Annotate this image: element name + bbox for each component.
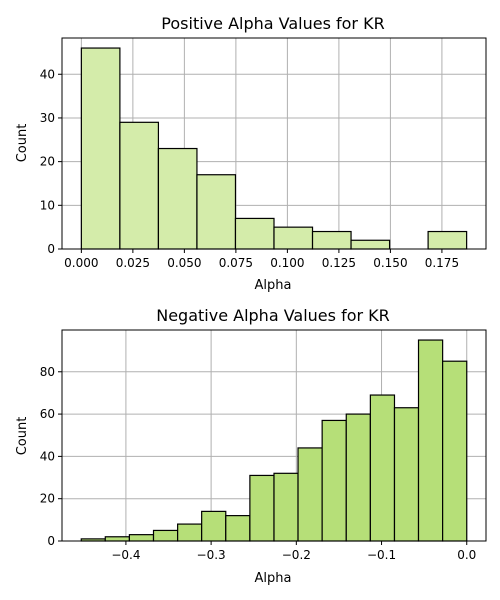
histogram-bar bbox=[152, 529, 179, 542]
x-tick-label: −0.4 bbox=[111, 548, 140, 562]
histogram-bar bbox=[177, 523, 203, 542]
histogram-bar bbox=[393, 407, 420, 542]
x-axis-label: Alpha bbox=[255, 278, 292, 293]
histogram-bar bbox=[201, 510, 227, 542]
histogram-bar bbox=[157, 147, 198, 250]
negative-alpha-histogram: Negative Alpha Values for KR −0.4 −0.3 −0.… bbox=[15, 306, 487, 586]
y-tick-label: 10 bbox=[40, 198, 55, 212]
x-tick-label: −0.1 bbox=[367, 548, 396, 562]
histogram-bar bbox=[104, 536, 131, 542]
x-tick-label: 0.000 bbox=[64, 256, 98, 270]
histogram-bar bbox=[350, 239, 391, 250]
y-tick-label: 80 bbox=[40, 365, 55, 379]
histogram-bar bbox=[321, 419, 347, 542]
y-tick-label: 20 bbox=[40, 155, 55, 169]
y-tick-label: 40 bbox=[40, 67, 55, 81]
histogram-bar bbox=[225, 515, 251, 542]
histogram-bar bbox=[427, 230, 468, 250]
y-tick-label: 0 bbox=[47, 242, 55, 256]
histogram-bar bbox=[128, 534, 155, 542]
y-tick-label: 60 bbox=[40, 407, 55, 421]
y-tick-label: 0 bbox=[47, 534, 55, 548]
chart-title: Negative Alpha Values for KR bbox=[156, 306, 390, 325]
histogram-bar bbox=[311, 230, 352, 250]
histogram-bar bbox=[234, 217, 275, 250]
histogram-bar bbox=[297, 447, 323, 542]
x-tick-label: 0.125 bbox=[322, 256, 356, 270]
histogram-bar bbox=[80, 47, 121, 250]
x-tick-label: 0.0 bbox=[457, 548, 476, 562]
x-ticks: 0.000 0.025 0.050 0.075 0.100 0.125 0.150 0.175 bbox=[64, 249, 459, 270]
histogram-bar bbox=[273, 226, 314, 250]
histogram-bar bbox=[119, 121, 160, 250]
x-axis-label: Alpha bbox=[255, 571, 292, 586]
x-tick-label: 0.075 bbox=[219, 256, 253, 270]
histogram-bar bbox=[345, 413, 371, 542]
x-ticks: −0.4 −0.3 −0.2 −0.1 0.0 bbox=[111, 541, 476, 562]
histogram-bar bbox=[196, 174, 237, 250]
histogram-bar bbox=[417, 339, 444, 542]
histogram-bar bbox=[273, 472, 299, 542]
y-tick-label: 40 bbox=[40, 449, 55, 463]
axes-frame bbox=[61, 329, 487, 542]
x-tick-label: 0.175 bbox=[425, 256, 459, 270]
x-tick-label: 0.050 bbox=[167, 256, 201, 270]
y-axis-label: Count bbox=[15, 417, 30, 456]
x-tick-label: −0.3 bbox=[197, 548, 226, 562]
y-tick-label: 20 bbox=[40, 492, 55, 506]
x-tick-label: 0.025 bbox=[116, 256, 150, 270]
histogram-bar bbox=[369, 394, 396, 542]
y-ticks: 0 20 40 60 80 bbox=[40, 365, 62, 548]
histogram-bar bbox=[442, 360, 468, 542]
histogram-bar bbox=[249, 474, 275, 542]
bars bbox=[80, 47, 468, 250]
bars bbox=[80, 339, 468, 542]
y-ticks: 0 10 20 30 40 bbox=[40, 67, 62, 256]
axes-frame bbox=[61, 37, 487, 250]
x-tick-label: 0.150 bbox=[373, 256, 407, 270]
y-tick-label: 30 bbox=[40, 111, 55, 125]
chart-title: Positive Alpha Values for KR bbox=[161, 14, 384, 33]
positive-alpha-histogram: Positive Alpha Values for KR 0.000 0.025 0… bbox=[15, 14, 487, 293]
y-axis-label: Count bbox=[15, 124, 30, 163]
x-tick-label: 0.100 bbox=[270, 256, 304, 270]
x-tick-label: −0.2 bbox=[282, 548, 311, 562]
